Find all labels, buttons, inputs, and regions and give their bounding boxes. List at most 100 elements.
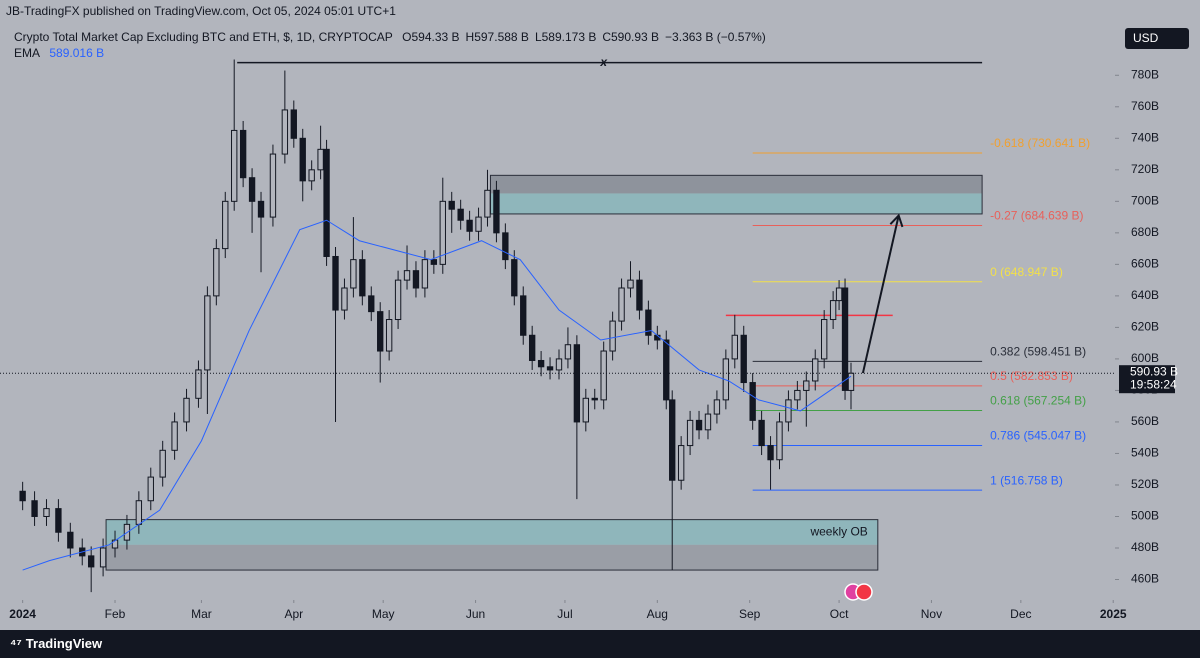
candle-body <box>87 555 95 568</box>
candle-body <box>582 397 589 423</box>
candle-body <box>829 300 837 321</box>
candle-body <box>821 319 828 360</box>
zone-upper <box>106 519 878 545</box>
candle-body <box>248 177 256 202</box>
brand: TradingView <box>25 636 103 651</box>
x-tick-label: Nov <box>921 607 942 621</box>
candle-body <box>636 279 643 311</box>
candle-body <box>704 413 712 431</box>
candle-body <box>537 359 545 368</box>
y-tick-label: 560B <box>1131 414 1159 428</box>
candle-body <box>740 334 747 384</box>
ohlc-value: O594.33 B <box>402 30 460 44</box>
candle-body <box>239 129 247 179</box>
indicator-value: 589.016 B <box>49 46 105 60</box>
candle-body <box>281 109 289 155</box>
candle-body <box>231 129 238 202</box>
fib-label: 1 (516.758 B) <box>990 473 1063 487</box>
x-tick-label: Jun <box>466 607 485 621</box>
candle-body <box>546 366 554 371</box>
symbol-line: Crypto Total Market Cap Excluding BTC an… <box>14 30 778 44</box>
candle-body <box>663 339 670 401</box>
candle-body <box>785 399 792 423</box>
candle-body <box>269 153 277 218</box>
y-tick-label: 760B <box>1131 99 1159 113</box>
candle-body <box>564 344 572 360</box>
y-tick-label: 640B <box>1131 288 1159 302</box>
candle-body <box>394 279 402 321</box>
candle-body <box>385 319 393 352</box>
candle-body <box>528 334 536 361</box>
ohlc-value: H597.588 B <box>465 30 529 44</box>
candle-body <box>317 148 324 171</box>
candle-body <box>323 148 330 257</box>
candle-body <box>520 295 527 336</box>
candle-body <box>368 295 375 313</box>
candle-body <box>412 270 420 289</box>
published-line: JB-TradingFX published on TradingView.co… <box>6 4 396 18</box>
candle-body <box>484 189 491 218</box>
candle-body <box>669 399 676 481</box>
candle-body <box>257 200 265 218</box>
fib-label: 0.786 (545.047 B) <box>990 429 1086 443</box>
candle-body <box>290 109 297 139</box>
candle-body <box>555 358 563 371</box>
candle-body <box>767 445 774 461</box>
y-tick-label: 720B <box>1131 162 1159 176</box>
y-tick-label: 740B <box>1131 130 1159 144</box>
candle-body <box>457 208 464 221</box>
fib-label: 0.5 (582.853 B) <box>990 369 1073 383</box>
line-marker: x <box>599 55 608 69</box>
candle-body <box>493 189 500 234</box>
y-tick-label: 540B <box>1131 446 1159 460</box>
ohlc-value: C590.93 B <box>602 30 660 44</box>
candle-body <box>43 508 50 517</box>
y-tick-label: 500B <box>1131 509 1159 523</box>
candle-body <box>439 200 446 265</box>
candle-body <box>135 500 143 525</box>
y-tick-label: 700B <box>1131 194 1159 208</box>
arrow <box>861 215 900 374</box>
candle-body <box>695 419 703 431</box>
candle-body <box>403 270 411 281</box>
candle-body <box>299 137 306 182</box>
candle-body <box>359 259 366 297</box>
x-tick-label: Sep <box>739 607 761 621</box>
fib-label: -0.618 (730.641 B) <box>990 136 1090 150</box>
countdown: 19:58:24 <box>1130 377 1177 391</box>
candle-body <box>350 259 357 289</box>
fib-label: 0 (648.947 B) <box>990 265 1063 279</box>
indicator-name: EMA <box>14 46 41 60</box>
y-tick-label: 680B <box>1131 225 1159 239</box>
candle-body <box>609 320 616 352</box>
ohlc-value: L589.173 B <box>534 30 597 44</box>
candle-body <box>749 382 756 421</box>
candle-body <box>511 259 518 297</box>
candle-body <box>677 445 685 481</box>
x-tick-label: 2025 <box>1100 607 1127 621</box>
x-tick-label: Aug <box>647 607 668 621</box>
candle-body <box>600 350 607 401</box>
y-tick-label: 620B <box>1131 320 1159 334</box>
candle-body <box>159 449 166 478</box>
currency-button[interactable]: USD <box>1125 28 1189 49</box>
fib-label: -0.27 (684.639 B) <box>990 209 1083 223</box>
candle-body <box>147 476 154 502</box>
candle-body <box>591 397 598 401</box>
x-tick-label: Dec <box>1010 607 1031 621</box>
fib-label: 0.382 (598.451 B) <box>990 345 1086 359</box>
candle-body <box>618 287 625 322</box>
x-tick-label: Mar <box>191 607 212 621</box>
candle-body <box>573 344 581 423</box>
ohlc-value: −3.363 B (−0.57%) <box>665 30 766 44</box>
price-label-bg <box>1119 365 1175 394</box>
candle-body <box>847 372 855 391</box>
candle-body <box>731 334 738 360</box>
candle-body <box>421 259 429 289</box>
plot-area: weekly OB -0.618 (730.641 B) -0.27 (684.63… <box>0 55 1115 593</box>
x-tick-label: Apr <box>284 607 303 621</box>
x-tick-label: Jul <box>557 607 572 621</box>
zone-lower <box>490 193 983 214</box>
